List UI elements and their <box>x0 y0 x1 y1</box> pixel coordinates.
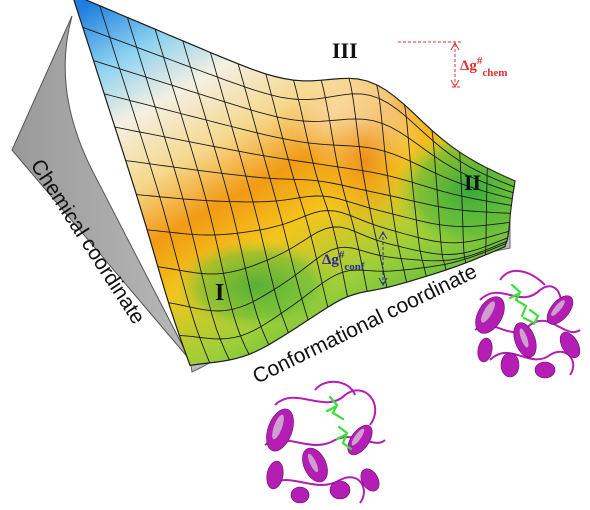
mesh-line-v <box>168 240 507 312</box>
mesh-line-u <box>209 52 289 333</box>
mesh-line-u <box>237 63 309 321</box>
mesh-line-v <box>147 210 509 244</box>
state-label-II: II <box>464 170 481 195</box>
mesh-line-u <box>99 5 211 364</box>
mesh-line-v <box>114 126 512 206</box>
protein-structure-upper-right <box>474 270 581 379</box>
mesh-line-v <box>157 226 508 275</box>
protein-structure-bottom <box>264 380 386 504</box>
chem-barrier-label: Δg#chem <box>460 55 507 79</box>
state-label-I: I <box>215 280 224 306</box>
mesh-line-v <box>82 26 515 188</box>
conf-barrier-label: Δg#conf <box>322 249 365 273</box>
mesh-line-u <box>154 28 250 355</box>
mesh-line-v <box>179 243 507 340</box>
chem-barrier-marker <box>398 41 462 89</box>
mesh-line-v <box>136 194 510 227</box>
mesh-line-u <box>403 104 427 277</box>
mesh-line-u <box>320 80 368 292</box>
surface-mesh-grid <box>72 0 515 366</box>
mesh-line-u <box>376 84 408 283</box>
mesh-line-u <box>72 0 191 366</box>
mesh-line-v <box>125 160 511 214</box>
mesh-line-u <box>182 40 270 345</box>
mesh-line-v <box>104 93 513 200</box>
mesh-line-v <box>189 246 506 366</box>
mesh-line-u <box>348 78 388 288</box>
mesh-line-u <box>293 79 348 297</box>
mesh-line-u <box>265 73 329 308</box>
mesh-line-u <box>126 17 230 361</box>
left-side-wall <box>11 15 191 361</box>
mesh-line-u <box>431 130 447 271</box>
state-label-III: III <box>332 38 358 63</box>
mesh-line-v <box>93 60 514 194</box>
mesh-line-v <box>72 0 515 182</box>
conf-barrier-marker <box>378 230 388 287</box>
